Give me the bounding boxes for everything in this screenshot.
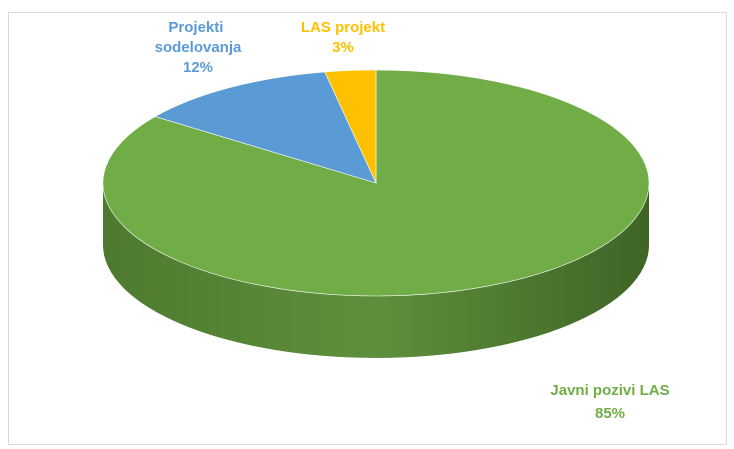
pie-slice (154, 71, 377, 184)
pie-slice (324, 69, 377, 184)
value-label: 3% (332, 39, 354, 56)
category-label-line: Projekti (168, 19, 227, 36)
category-label: LAS projekt (301, 19, 385, 36)
value-label: 12% (183, 59, 213, 76)
value-label: 85% (595, 405, 625, 422)
pie-side (103, 183, 649, 358)
category-label-line: sodelovanja (155, 39, 242, 56)
category-label: Javni pozivi LAS (550, 382, 669, 399)
category-label: Projekti sodelovanja (155, 19, 242, 56)
chart-border (8, 12, 727, 445)
